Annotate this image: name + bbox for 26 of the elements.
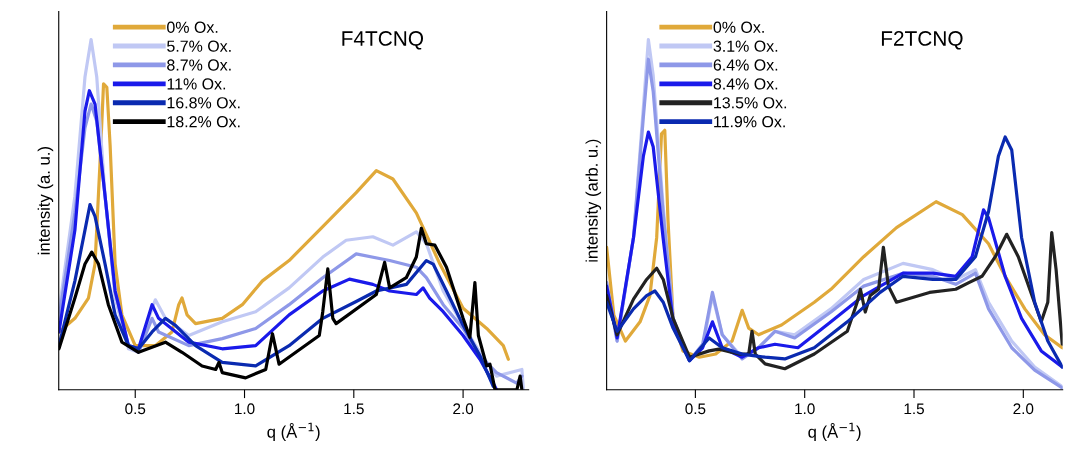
legend-label: 8.4% Ox. xyxy=(713,78,778,90)
legend-label: 0% Ox. xyxy=(167,21,218,33)
legend-label: 16.8% Ox. xyxy=(167,97,240,109)
x-axis-title: q (Å$^{−1}$) xyxy=(267,422,320,442)
legend-label: 0% Ox. xyxy=(713,21,764,33)
annotation: F4TCNQ xyxy=(342,31,424,50)
y-axis-title: intensity (a. u.) xyxy=(37,147,54,255)
x-tick-label: 2.0 xyxy=(453,403,474,415)
legend-label: 11.9% Ox. xyxy=(714,116,785,128)
legend-label: 5.7% Ox. xyxy=(167,40,231,52)
x-tick-label: 1.5 xyxy=(904,403,924,415)
legend-label: 11% Ox. xyxy=(167,78,226,90)
x-tick-label: 0.5 xyxy=(125,403,146,415)
annotation: F2TCNQ xyxy=(881,31,963,50)
x-tick-label: 1.0 xyxy=(795,403,815,415)
legend-label: 18.2% Ox. xyxy=(167,116,240,128)
x-tick-label: 2.0 xyxy=(1013,403,1034,415)
x-tick-label: 1.5 xyxy=(344,403,364,415)
x-tick-label: 0.5 xyxy=(685,403,706,415)
legend-label: 3.1% Ox. xyxy=(713,40,778,52)
x-tick-label: 1.0 xyxy=(235,403,255,415)
legend-label: 6.4% Ox. xyxy=(713,59,778,71)
y-axis-title: intensity (arb. u.) xyxy=(585,139,602,262)
legend-label: 13.5% Ox. xyxy=(714,97,787,109)
x-axis-title: q (Å$^{−1}$) xyxy=(808,422,861,442)
legend-label: 8.7% Ox. xyxy=(167,59,231,71)
